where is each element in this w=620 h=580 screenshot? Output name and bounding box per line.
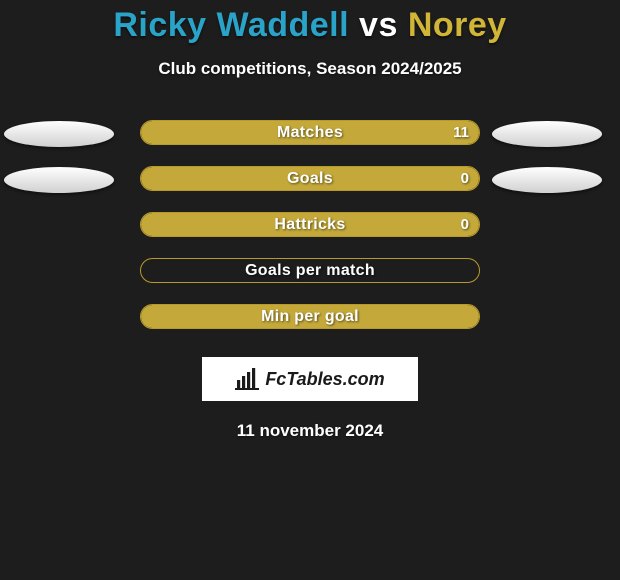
source-text: FcTables.com [265, 369, 384, 390]
subtitle: Club competitions, Season 2024/2025 [0, 59, 620, 79]
player2-ellipse [492, 121, 602, 147]
vs-label: vs [359, 6, 398, 44]
stat-value: 0 [461, 167, 469, 190]
stat-row: Hattricks0 [0, 209, 620, 255]
date-text: 11 november 2024 [0, 421, 620, 441]
stat-label: Matches [141, 121, 479, 144]
stat-row: Goals0 [0, 163, 620, 209]
stat-value: 0 [461, 213, 469, 236]
stat-bar: Hattricks0 [140, 212, 480, 237]
stat-bar: Matches11 [140, 120, 480, 145]
stat-row: Min per goal [0, 301, 620, 347]
infographic: Ricky Waddell vs Norey Club competitions… [0, 0, 620, 580]
player1-name: Ricky Waddell [113, 6, 349, 44]
stat-row: Goals per match [0, 255, 620, 301]
stat-row: Matches11 [0, 117, 620, 163]
stat-label: Goals [141, 167, 479, 190]
stat-bar: Min per goal [140, 304, 480, 329]
stat-bar: Goals0 [140, 166, 480, 191]
player2-ellipse [492, 167, 602, 193]
stat-value: 11 [453, 121, 469, 144]
barchart-icon [235, 368, 259, 390]
stats-rows: Matches11Goals0Hattricks0Goals per match… [0, 117, 620, 347]
player1-ellipse [4, 121, 114, 147]
source-box: FcTables.com [202, 357, 418, 401]
page-title: Ricky Waddell vs Norey [0, 0, 620, 45]
stat-label: Goals per match [141, 259, 479, 282]
stat-label: Min per goal [141, 305, 479, 328]
stat-bar: Goals per match [140, 258, 480, 283]
player2-name: Norey [408, 6, 507, 44]
player1-ellipse [4, 167, 114, 193]
stat-label: Hattricks [141, 213, 479, 236]
